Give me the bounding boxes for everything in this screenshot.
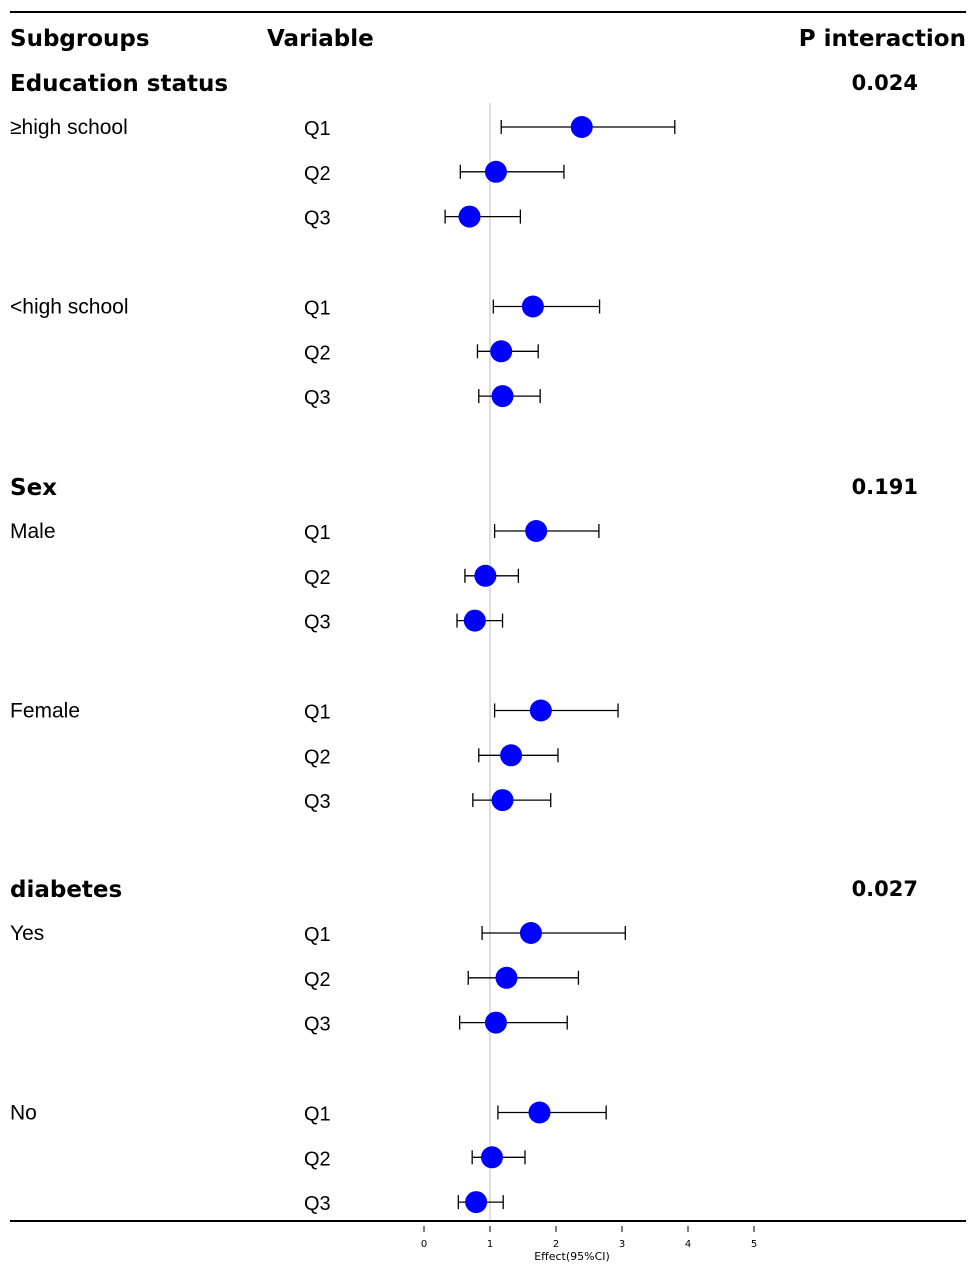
effect-marker [465, 1191, 488, 1214]
effect-marker [570, 116, 593, 138]
effect-marker [525, 520, 548, 542]
category-label: diabetes [10, 877, 122, 903]
variable-label: Q2 [304, 969, 331, 991]
variable-label: Q1 [304, 118, 331, 140]
x-axis-label: Effect(95%CI) [534, 1250, 610, 1263]
variable-label: Q2 [304, 163, 331, 185]
variable-label: Q1 [304, 924, 331, 946]
variable-label: Q1 [304, 702, 331, 724]
subgroup-label: Yes [10, 922, 44, 945]
variable-label: Q1 [304, 1104, 331, 1126]
x-tick-label: 5 [751, 1239, 757, 1250]
variable-label: Q2 [304, 1148, 331, 1170]
effect-marker [495, 966, 518, 989]
forest-rows: Education status 0.024 ≥high school Q1 Q2 Q3 <… [10, 71, 918, 1215]
variable-label: Q1 [304, 522, 331, 544]
category-label: Education status [10, 71, 228, 97]
effect-marker [484, 1011, 507, 1034]
effect-marker [491, 385, 514, 408]
effect-marker [463, 609, 486, 632]
effect-marker [491, 789, 514, 812]
header-variable: Variable [267, 26, 374, 52]
variable-label: Q3 [304, 387, 331, 409]
x-tick-label: 4 [685, 1239, 691, 1250]
header-subgroups: Subgroups [10, 26, 150, 52]
x-tick-label: 2 [553, 1239, 559, 1250]
variable-label: Q3 [304, 612, 331, 634]
effect-marker [528, 1101, 551, 1124]
x-axis: 0 1 2 3 4 5 [421, 1226, 757, 1250]
subgroup-label: <high school [10, 296, 129, 319]
p-interaction-value: 0.024 [852, 71, 918, 95]
header-p-interaction: P interaction [799, 26, 966, 52]
variable-label: Q3 [304, 791, 331, 813]
effect-marker [458, 205, 481, 228]
variable-label: Q2 [304, 342, 331, 364]
effect-marker [519, 922, 542, 944]
x-tick-label: 0 [421, 1239, 427, 1250]
subgroup-label: ≥high school [10, 116, 128, 139]
variable-label: Q3 [304, 1014, 331, 1036]
category-label: Sex [10, 475, 57, 501]
subgroup-label: Female [10, 700, 80, 723]
variable-label: Q3 [304, 1193, 331, 1215]
subgroup-label: Male [10, 520, 56, 543]
effect-marker [500, 744, 523, 767]
p-interaction-value: 0.027 [852, 877, 918, 901]
variable-label: Q2 [304, 746, 331, 768]
effect-marker [529, 699, 552, 722]
effect-marker [484, 160, 507, 183]
effect-marker [474, 564, 497, 587]
variable-label: Q3 [304, 208, 331, 230]
subgroup-label: No [10, 1102, 37, 1125]
effect-marker [490, 340, 513, 363]
effect-marker [521, 295, 544, 318]
x-tick-label: 1 [487, 1239, 493, 1250]
variable-label: Q1 [304, 298, 331, 320]
effect-marker [480, 1146, 503, 1169]
x-tick-label: 3 [619, 1239, 625, 1250]
variable-label: Q2 [304, 567, 331, 589]
p-interaction-value: 0.191 [852, 475, 918, 499]
